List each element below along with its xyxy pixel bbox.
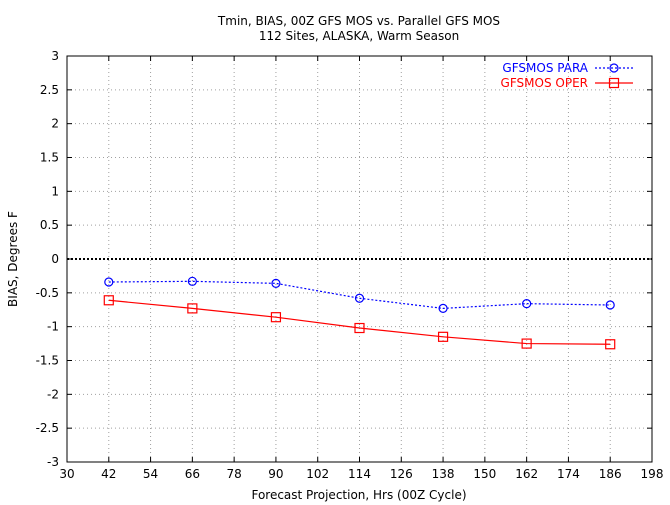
y-tick-label: 2.5 <box>40 83 59 97</box>
y-tick-label: 0.5 <box>40 218 59 232</box>
data-point-para <box>605 300 615 310</box>
data-point-oper <box>605 339 616 350</box>
data-point-oper <box>354 322 365 334</box>
data-point-oper <box>103 295 114 306</box>
chart-subtitle: 112 Sites, ALASKA, Warm Season <box>259 29 459 43</box>
x-tick-label: 150 <box>473 467 496 481</box>
y-tick-label: -2 <box>47 387 59 401</box>
y-tick-label: -1.5 <box>36 354 59 368</box>
series-layer <box>103 276 616 350</box>
x-tick-label: 162 <box>515 467 538 481</box>
data-point-para <box>104 277 114 287</box>
legend-label-oper: GFSMOS OPER <box>501 76 588 90</box>
data-point-para <box>187 276 197 286</box>
x-tick-label: 186 <box>599 467 622 481</box>
y-tick-label: 2 <box>51 117 59 131</box>
x-tick-label: 198 <box>641 467 664 481</box>
grid-lines <box>67 56 652 462</box>
data-point-oper <box>521 338 532 349</box>
y-tick-label: -0.5 <box>36 286 59 300</box>
y-tick-label: 0 <box>51 252 59 266</box>
y-tick-label: -3 <box>47 455 59 469</box>
axis-ticks: 30 42 54 66 78 90 102 114 126 138 150 162 174 186 1983… <box>36 49 664 481</box>
data-point-para <box>271 278 281 288</box>
legend-marker-oper <box>608 77 620 89</box>
y-tick-label: -1 <box>47 320 59 334</box>
legend-label-para: GFSMOS PARA <box>502 61 588 75</box>
data-point-oper <box>437 331 449 342</box>
y-tick-label: 3 <box>51 49 59 63</box>
x-tick-label: 126 <box>390 467 413 481</box>
x-tick-label: 102 <box>306 467 329 481</box>
x-tick-label: 174 <box>557 467 580 481</box>
series-line-oper <box>108 299 611 345</box>
legend-marker-para <box>609 63 619 73</box>
y-axis-label: BIAS, Degrees F <box>6 211 20 307</box>
x-tick-label: 42 <box>101 467 116 481</box>
x-tick-label: 138 <box>432 467 455 481</box>
x-tick-label: 54 <box>143 467 158 481</box>
y-tick-label: -2.5 <box>36 421 59 435</box>
data-point-oper <box>270 312 282 323</box>
chart-title: Tmin, BIAS, 00Z GFS MOS vs. Parallel GFS… <box>217 14 500 28</box>
data-point-para <box>354 293 365 303</box>
x-tick-label: 90 <box>268 467 283 481</box>
y-tick-label: 1.5 <box>40 151 59 165</box>
x-tick-label: 114 <box>348 467 371 481</box>
x-tick-label: 66 <box>185 467 200 481</box>
data-point-para <box>438 303 448 313</box>
x-tick-label: 78 <box>227 467 242 481</box>
data-point-para <box>522 299 532 309</box>
data-point-oper <box>187 303 198 314</box>
y-tick-label: 1 <box>51 184 59 198</box>
series-line-para <box>108 280 611 309</box>
x-axis-label: Forecast Projection, Hrs (00Z Cycle) <box>251 488 466 502</box>
x-tick-label: 30 <box>59 467 74 481</box>
